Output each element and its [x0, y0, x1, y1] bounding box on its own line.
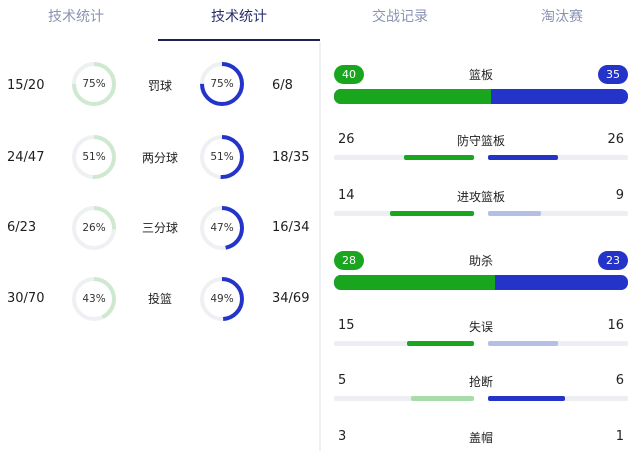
- home-percent: 26%: [82, 222, 106, 234]
- home-bar-fill: [411, 396, 474, 401]
- panel-divider: [319, 42, 321, 451]
- away-made-attempted: 34/69: [272, 291, 310, 306]
- away-bar-track: [488, 155, 628, 160]
- away-ring-graphic: [200, 62, 244, 106]
- home-made-attempted: 15/20: [7, 78, 45, 93]
- home-made-attempted: 24/47: [7, 150, 45, 165]
- rebounds-label: 篮板: [468, 68, 493, 82]
- home-bar-fill: [390, 211, 474, 216]
- home-percent-ring: 75%: [70, 60, 118, 108]
- away-bar-track: [488, 211, 628, 216]
- away-ring-graphic: [200, 135, 244, 179]
- home-percent: 51%: [82, 151, 106, 163]
- stat-label: 失误: [468, 320, 493, 334]
- home-bar-track: [334, 155, 474, 160]
- assists-label: 助杀: [468, 254, 493, 268]
- home-ring-graphic: [72, 135, 116, 179]
- home-rebounds-share: [334, 89, 491, 104]
- ring-progress: [72, 277, 116, 321]
- home-ring-graphic: [72, 277, 116, 321]
- home-percent-ring: 26%: [70, 204, 118, 252]
- away-bar-fill: [488, 155, 558, 160]
- away-bar-track: [488, 341, 628, 346]
- active-tab-indicator: [158, 39, 320, 41]
- away-percent-ring: 47%: [198, 204, 246, 252]
- away-value: 26: [607, 132, 624, 147]
- stat-label: 两分球: [141, 151, 178, 165]
- away-value: 16: [607, 318, 624, 333]
- home-rebounds-badge: 40: [334, 65, 364, 84]
- ring-progress: [200, 135, 244, 179]
- home-bar-track: [334, 211, 474, 216]
- ring-progress: [72, 62, 116, 106]
- home-value: 26: [338, 132, 355, 147]
- ring-progress: [72, 206, 116, 250]
- home-ring-graphic: [72, 206, 116, 250]
- tab-match-history[interactable]: 交战记录: [372, 9, 428, 25]
- home-value: 3: [338, 429, 347, 444]
- away-assists-badge: 23: [598, 251, 628, 270]
- away-percent: 51%: [210, 151, 234, 163]
- home-value: 5: [338, 373, 347, 388]
- tab-stats-active[interactable]: 技术统计: [211, 9, 267, 25]
- away-percent: 47%: [210, 222, 234, 234]
- away-percent-ring: 51%: [198, 133, 246, 181]
- shooting-row-three-point: 6/23 26% 三分球 47% 16/34: [0, 204, 320, 284]
- home-bar-fill: [407, 341, 474, 346]
- ring-progress: [200, 206, 244, 250]
- rebounds-summary: 40 篮板 35: [334, 65, 628, 107]
- home-percent-ring: 51%: [70, 133, 118, 181]
- stat-label: 投篮: [147, 292, 172, 306]
- rebounds-comparison-bar: [334, 89, 628, 104]
- tab-knockout[interactable]: 淘汰赛: [541, 9, 583, 25]
- away-value: 1: [615, 429, 624, 444]
- away-value: 6: [615, 373, 624, 388]
- stat-label: 三分球: [141, 221, 178, 235]
- assists-comparison-bar: [334, 275, 628, 290]
- away-bar-track: [488, 396, 628, 401]
- home-value: 15: [338, 318, 355, 333]
- away-made-attempted: 18/35: [272, 150, 310, 165]
- assists-summary: 28 助杀 23: [334, 251, 628, 293]
- tab-stats-left[interactable]: 技术统计: [48, 9, 104, 25]
- away-percent: 49%: [210, 293, 234, 305]
- stat-label: 进攻篮板: [456, 190, 505, 204]
- home-assists-share: [334, 275, 495, 290]
- shooting-row-free-throw: 15/20 75% 罚球 75% 6/8: [0, 60, 320, 140]
- away-bar-fill: [488, 396, 565, 401]
- away-percent-ring: 75%: [198, 60, 246, 108]
- stat-label: 盖帽: [468, 431, 493, 445]
- home-made-attempted: 6/23: [7, 220, 37, 235]
- away-ring-graphic: [200, 206, 244, 250]
- home-value: 14: [338, 188, 355, 203]
- tab-bar: 技术统计 技术统计 交战记录 淘汰赛: [0, 0, 640, 42]
- shooting-row-field-goal: 30/70 43% 投篮 49% 34/69: [0, 275, 320, 355]
- ring-progress: [200, 62, 244, 106]
- away-percent: 75%: [210, 78, 234, 90]
- ring-progress: [72, 135, 116, 179]
- away-percent-ring: 49%: [198, 275, 246, 323]
- away-value: 9: [615, 188, 624, 203]
- away-ring-graphic: [200, 277, 244, 321]
- ring-progress: [200, 277, 244, 321]
- home-made-attempted: 30/70: [7, 291, 45, 306]
- home-ring-graphic: [72, 62, 116, 106]
- away-rebounds-badge: 35: [598, 65, 628, 84]
- home-percent-ring: 43%: [70, 275, 118, 323]
- stat-label: 防守篮板: [456, 134, 505, 148]
- home-assists-badge: 28: [334, 251, 364, 270]
- home-bar-track: [334, 341, 474, 346]
- home-percent: 75%: [82, 78, 106, 90]
- home-percent: 43%: [82, 293, 106, 305]
- stat-label: 抢断: [468, 375, 493, 389]
- stat-label: 罚球: [147, 79, 172, 93]
- away-made-attempted: 6/8: [272, 78, 293, 93]
- away-made-attempted: 16/34: [272, 220, 310, 235]
- home-bar-fill: [404, 155, 474, 160]
- shooting-row-two-point: 24/47 51% 两分球 51% 18/35: [0, 133, 320, 213]
- away-bar-fill: [488, 211, 541, 216]
- home-bar-track: [334, 396, 474, 401]
- away-bar-fill: [488, 341, 558, 346]
